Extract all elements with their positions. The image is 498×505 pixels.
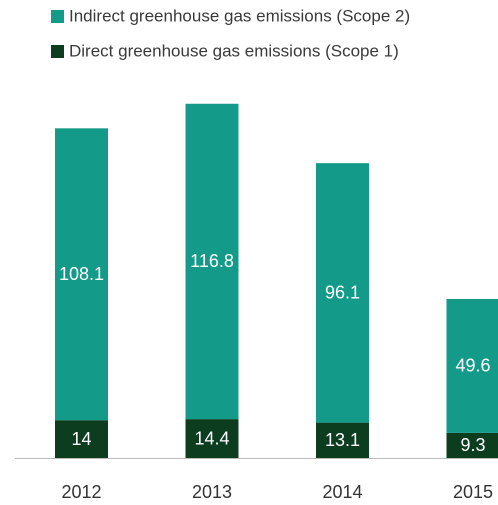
value-label: 49.6 (455, 356, 490, 376)
x-tick-label: 2012 (61, 482, 101, 502)
value-label: 96.1 (325, 283, 360, 303)
x-tick-label: 2015 (453, 482, 493, 502)
legend-swatch (51, 10, 64, 23)
value-label: 108.1 (59, 264, 104, 284)
value-label: 14 (71, 429, 91, 449)
legend-label: Direct greenhouse gas emissions (Scope 1… (69, 41, 399, 60)
x-tick-label: 2014 (322, 482, 362, 502)
value-label: 14.4 (194, 428, 229, 448)
value-label: 116.8 (190, 251, 234, 271)
bar-segment (316, 422, 369, 458)
legend-label: Indirect greenhouse gas emissions (Scope… (69, 6, 410, 25)
bar-segment (316, 163, 369, 423)
x-tick-label: 2013 (192, 482, 232, 502)
value-label: 9.3 (460, 435, 485, 455)
bar-segment (185, 419, 239, 458)
bar-segment (55, 128, 108, 421)
bar-segment (185, 103, 239, 420)
bar-segment (55, 420, 108, 458)
bar-segment (446, 298, 498, 433)
bar-segment (446, 432, 498, 458)
value-label: 13.1 (325, 430, 360, 450)
legend-swatch (51, 45, 64, 58)
